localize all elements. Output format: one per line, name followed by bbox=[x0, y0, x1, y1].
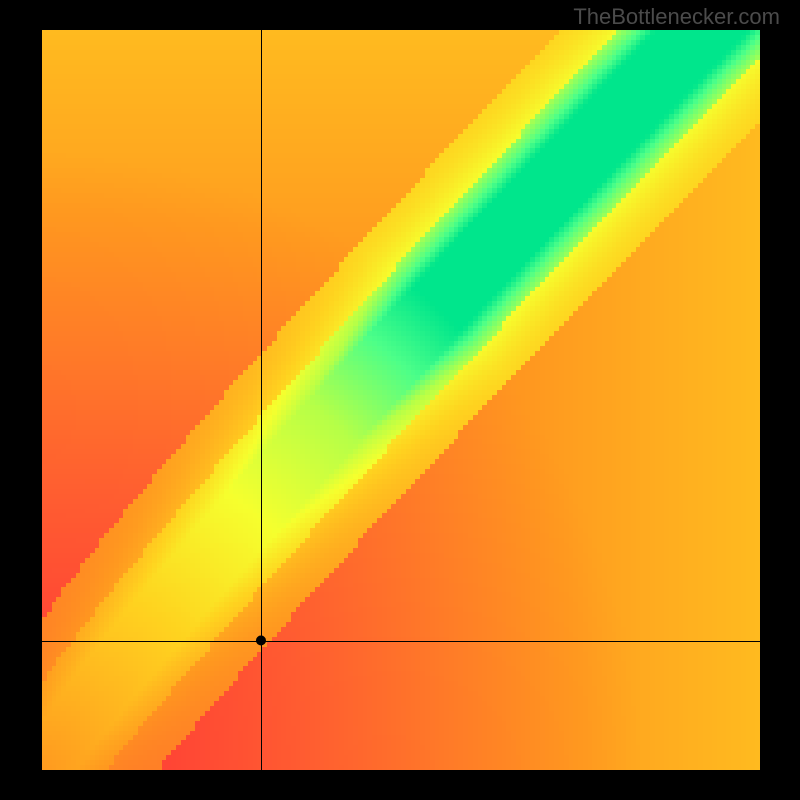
bottleneck-heatmap bbox=[42, 30, 760, 770]
watermark-text: TheBottlenecker.com bbox=[573, 4, 780, 30]
